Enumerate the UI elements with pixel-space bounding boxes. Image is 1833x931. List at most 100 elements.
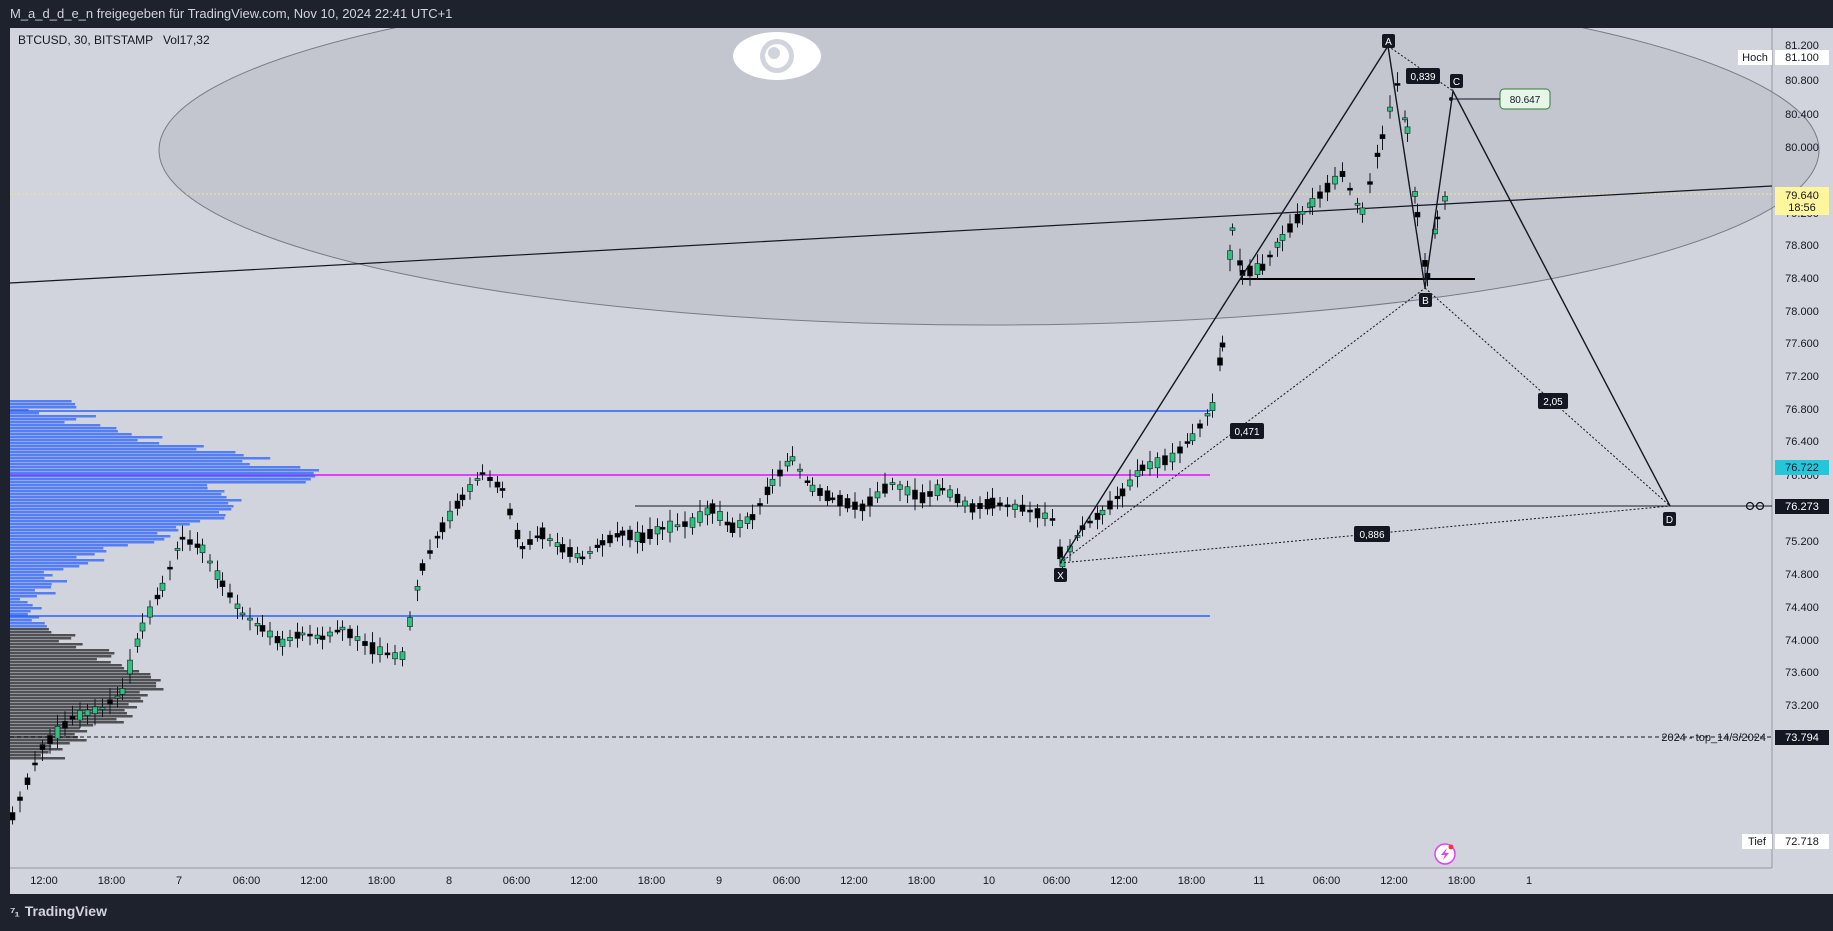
candle-up bbox=[159, 582, 166, 591]
plot-area[interactable] bbox=[10, 28, 1772, 868]
brand-name: TradingView bbox=[24, 903, 107, 919]
time-tick-label: 18:00 bbox=[908, 875, 936, 887]
candle-up bbox=[1012, 503, 1018, 510]
volume-profile-bar bbox=[10, 520, 201, 523]
volume-profile-bar bbox=[10, 538, 165, 541]
candle-down bbox=[39, 744, 46, 750]
ratio-ab-c: 80.647 bbox=[1510, 95, 1541, 106]
candle-down bbox=[427, 550, 433, 554]
candle-down bbox=[1197, 423, 1203, 429]
candle-up bbox=[147, 606, 153, 618]
candle-up bbox=[174, 548, 181, 551]
volume-profile-bar bbox=[10, 541, 155, 544]
candle-down bbox=[1094, 512, 1101, 520]
volume-profile-bar bbox=[10, 424, 101, 427]
flash-icon[interactable] bbox=[1434, 843, 1456, 865]
time-tick-label: 18:00 bbox=[1178, 875, 1206, 887]
candle-down bbox=[259, 625, 266, 632]
trend-line[interactable] bbox=[10, 185, 1773, 284]
volume-profile-bar bbox=[10, 502, 229, 505]
chart-pane[interactable]: A X B C D 0,839 0,471 2,05 0,886 80.647 bbox=[10, 28, 1833, 894]
candle-down bbox=[594, 544, 601, 548]
candle-down bbox=[614, 533, 621, 538]
candle-down bbox=[334, 629, 341, 633]
volume-value: 17,32 bbox=[179, 33, 210, 47]
ellipse-drawing[interactable] bbox=[158, 28, 1820, 326]
volume-profile-bar bbox=[10, 616, 40, 619]
candle-up bbox=[139, 622, 146, 632]
time-tick-label: 8 bbox=[446, 875, 452, 887]
candle-up bbox=[947, 489, 953, 498]
price-tick-label: 81.200 bbox=[1785, 40, 1819, 52]
candle-down bbox=[1414, 211, 1421, 218]
candle-down bbox=[1034, 508, 1041, 519]
tradingview-logo[interactable]: ⁷₁ TradingView bbox=[10, 903, 107, 919]
time-tick-label: 06:00 bbox=[1043, 875, 1071, 887]
candle-up bbox=[874, 491, 881, 499]
time-tick-label: 06:00 bbox=[503, 875, 531, 887]
symbol-info[interactable]: BTCUSD, 30, BITSTAMP Vol17,32 bbox=[18, 33, 210, 47]
candle-up bbox=[1404, 126, 1411, 134]
candle-down bbox=[194, 543, 201, 548]
volume-profile-bar bbox=[10, 409, 29, 412]
point-a-label: A bbox=[1385, 37, 1392, 48]
candle-up bbox=[897, 484, 903, 490]
low-value: 72.718 bbox=[1785, 836, 1819, 848]
point-x-label: X bbox=[1057, 571, 1064, 582]
volume-profile-bar bbox=[10, 442, 160, 445]
volume-profile-bar bbox=[10, 607, 42, 610]
candle-down bbox=[539, 527, 546, 540]
candle-down bbox=[347, 628, 353, 639]
candle-down bbox=[997, 502, 1003, 507]
candle-up bbox=[1354, 202, 1361, 206]
candle-down bbox=[32, 762, 38, 766]
candle-up bbox=[1227, 250, 1233, 260]
volume-profile-bar bbox=[10, 403, 76, 406]
candle-down bbox=[1374, 152, 1381, 157]
volume-profile-bar bbox=[10, 523, 190, 526]
candle-up bbox=[934, 484, 941, 497]
candle-up bbox=[92, 706, 98, 714]
volume-profile-bar bbox=[10, 550, 107, 553]
time-tick-label: 7 bbox=[176, 875, 182, 887]
candle-down bbox=[17, 796, 23, 801]
volume-profile-bar bbox=[10, 577, 45, 580]
volume-profile-bar bbox=[10, 631, 52, 634]
candle-down bbox=[1004, 504, 1011, 508]
candle-up bbox=[279, 638, 286, 647]
price-tick-label: 80.400 bbox=[1785, 109, 1819, 121]
candle-up bbox=[1412, 191, 1418, 197]
candle-down bbox=[1107, 500, 1113, 510]
price-tick-label: 73.600 bbox=[1785, 667, 1819, 679]
candle-up bbox=[674, 524, 681, 528]
time-tick-label: 12:00 bbox=[840, 875, 868, 887]
volume-profile-bar bbox=[10, 487, 208, 490]
volume-profile-bar bbox=[10, 652, 115, 655]
candle-down bbox=[219, 580, 226, 587]
volume-profile-bar bbox=[10, 478, 311, 481]
volume-profile-bar bbox=[10, 586, 52, 589]
time-axis[interactable] bbox=[10, 868, 1833, 894]
candle-down bbox=[984, 499, 991, 510]
volume-profile-bar bbox=[10, 400, 72, 403]
candle-up bbox=[77, 710, 83, 721]
price-axis[interactable] bbox=[1772, 28, 1833, 868]
volume-profile-bar bbox=[10, 622, 45, 625]
volume-profile-bar bbox=[10, 529, 179, 532]
volume-profile-bar bbox=[10, 532, 158, 535]
ratio-xb: 0,471 bbox=[1234, 427, 1259, 438]
volume-profile-bar bbox=[10, 646, 77, 649]
time-tick-label: 12:00 bbox=[570, 875, 598, 887]
glasses-icon[interactable] bbox=[1745, 501, 1765, 511]
volume-profile-bar bbox=[10, 583, 52, 586]
volume-profile-bar bbox=[10, 580, 67, 583]
volume-profile-bar bbox=[10, 472, 314, 475]
eye-icon[interactable] bbox=[733, 32, 821, 80]
price-tick-label: 78.800 bbox=[1785, 240, 1819, 252]
candle-down bbox=[977, 502, 983, 510]
candle-down bbox=[1162, 455, 1168, 466]
candle-down bbox=[1367, 181, 1373, 185]
volume-profile-bar bbox=[10, 754, 41, 757]
ratio-xa-b: 0,839 bbox=[1410, 72, 1435, 83]
volume-profile-bar bbox=[10, 463, 250, 466]
